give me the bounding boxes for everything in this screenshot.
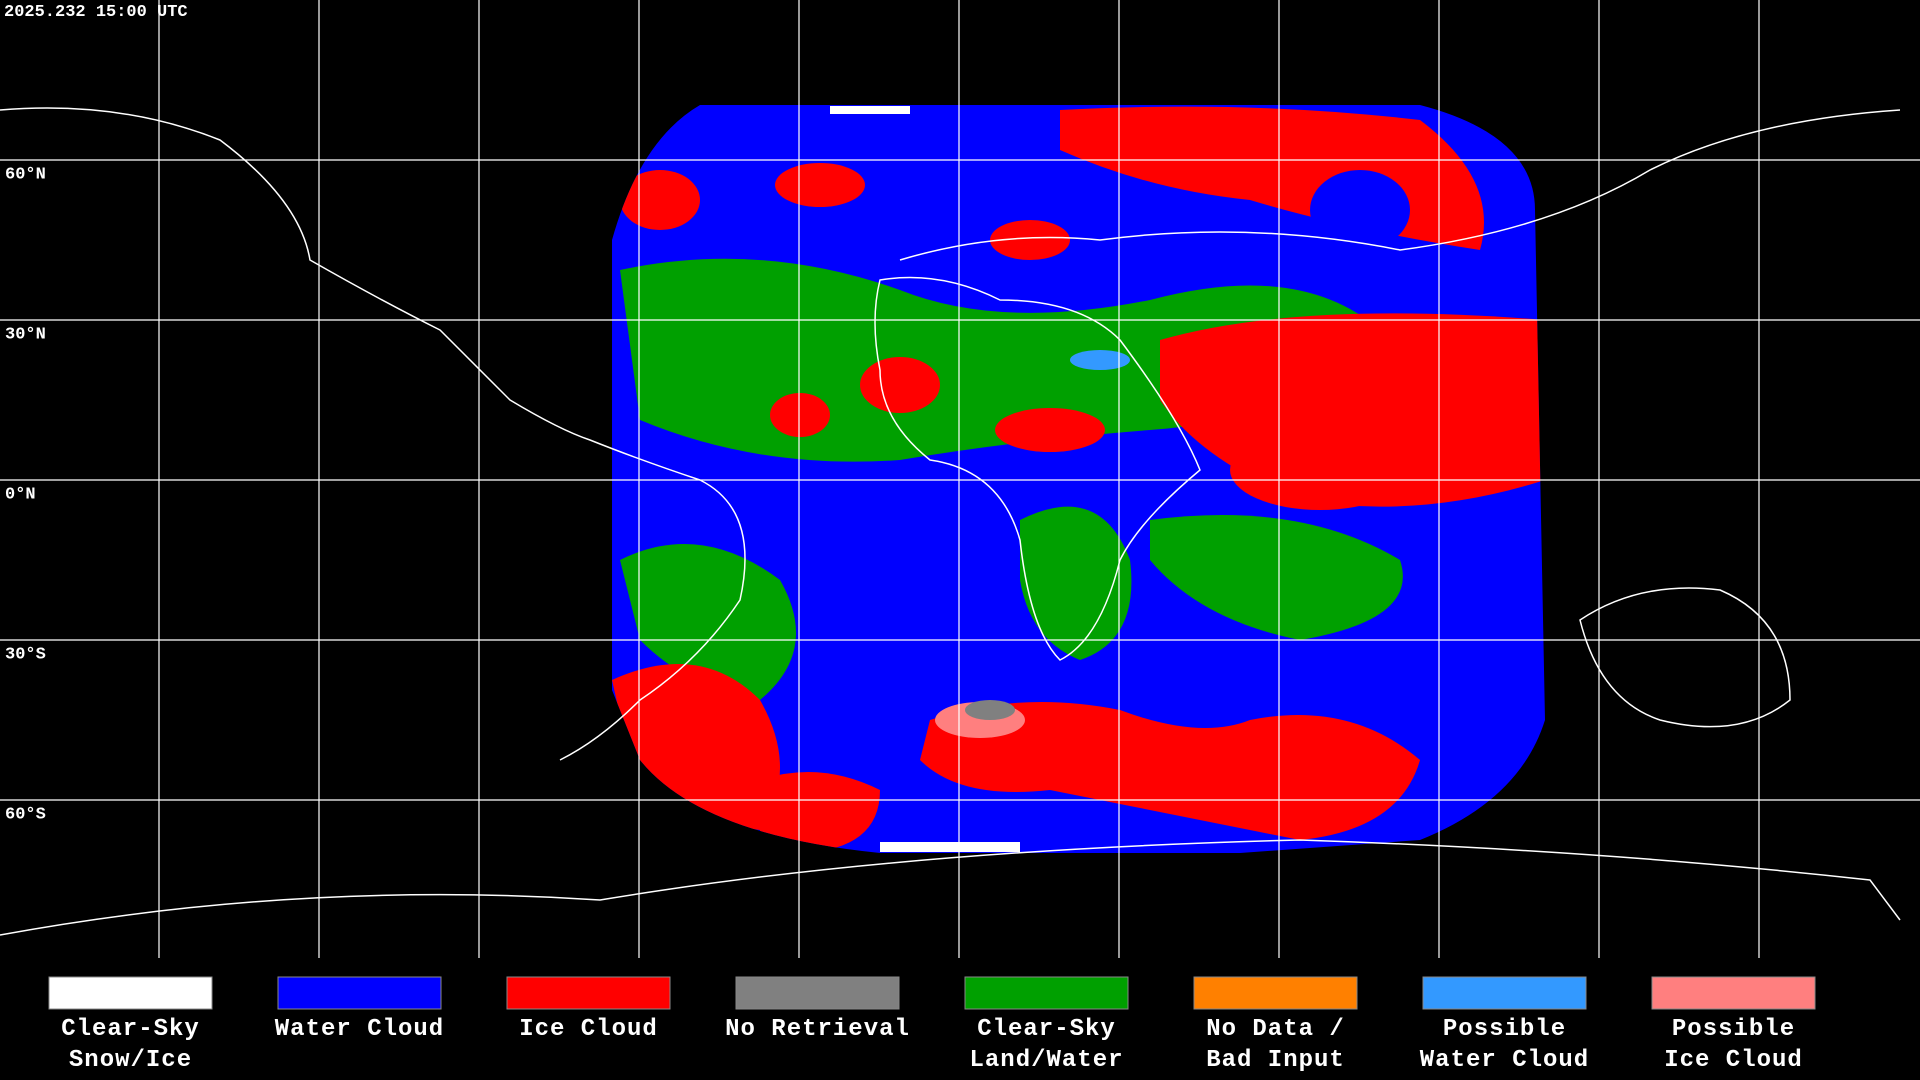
clear-land-area xyxy=(620,544,796,700)
latitude-label: 30°N xyxy=(5,325,46,344)
timestamp: 2025.232 15:00 UTC xyxy=(4,3,188,22)
africa-coast xyxy=(874,276,1201,661)
ice-cloud-area xyxy=(920,702,1420,840)
legend-label: Snow/Ice xyxy=(69,1047,192,1074)
snow-ice-area xyxy=(880,842,1020,852)
legend-label: Clear-Sky xyxy=(61,1016,200,1043)
legend-label: Ice Cloud xyxy=(519,1016,658,1043)
legend-label: Water Cloud xyxy=(275,1016,444,1043)
legend-label: Possible xyxy=(1443,1016,1566,1043)
legend-swatch xyxy=(1193,976,1358,1010)
no-retrieval-area xyxy=(965,700,1015,720)
legend-swatch xyxy=(1422,976,1587,1010)
legend-label: Land/Water xyxy=(969,1047,1123,1074)
legend-swatch xyxy=(735,976,900,1010)
eurasia-coast xyxy=(899,109,1901,261)
ice-cloud-area xyxy=(860,357,940,413)
clear-land-area xyxy=(1020,506,1132,660)
legend-swatch xyxy=(48,976,213,1010)
legend-label: Ice Cloud xyxy=(1664,1047,1803,1074)
ice-cloud-area xyxy=(1230,430,1410,510)
water-cloud-area xyxy=(860,570,1000,670)
cloud-phase-field xyxy=(612,105,1545,853)
australia-coast xyxy=(1579,587,1791,728)
legend-swatch xyxy=(964,976,1129,1010)
legend-label: Bad Input xyxy=(1206,1047,1345,1074)
graticule xyxy=(0,0,1920,958)
legend-swatch xyxy=(506,976,671,1010)
legend-swatch xyxy=(1651,976,1816,1010)
legend: Clear-Sky Snow/Ice Water Cloud Ice Cloud No … xyxy=(48,976,1816,1074)
legend-label: No Data / xyxy=(1206,1016,1345,1043)
snow-ice-area xyxy=(830,106,910,114)
ice-cloud-area xyxy=(620,170,700,230)
latitude-label: 30°S xyxy=(5,645,46,664)
ice-cloud-area xyxy=(612,664,780,830)
ice-cloud-area xyxy=(990,220,1070,260)
latitude-label: 60°N xyxy=(5,165,46,184)
ice-cloud-area xyxy=(775,163,865,207)
ice-cloud-area xyxy=(770,393,830,437)
possible-water-area xyxy=(1070,350,1130,370)
ice-cloud-area xyxy=(995,408,1105,452)
latitude-label: 60°S xyxy=(5,805,46,824)
legend-swatch xyxy=(277,976,442,1010)
legend-label: Water Cloud xyxy=(1420,1047,1589,1074)
clear-land-area xyxy=(1150,515,1403,640)
ice-cloud-area xyxy=(760,772,880,853)
legend-label: Clear-Sky xyxy=(977,1016,1116,1043)
latitude-label: 0°N xyxy=(5,485,36,504)
antarctica-coast xyxy=(0,839,1901,936)
legend-label: Possible xyxy=(1672,1016,1795,1043)
water-cloud-area xyxy=(1310,170,1410,250)
latitude-labels: 60°N 30°N 0°N 30°S 60°S xyxy=(5,165,46,824)
legend-label: No Retrieval xyxy=(725,1016,910,1043)
